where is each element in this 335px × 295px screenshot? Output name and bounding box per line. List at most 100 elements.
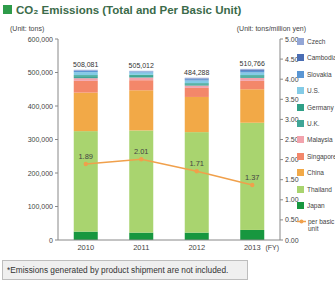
bar-segment <box>129 73 153 75</box>
y-tick <box>55 72 58 73</box>
legend-swatch <box>297 186 304 193</box>
legend-label: Thailand <box>307 186 332 193</box>
y-tick <box>55 139 58 140</box>
bar-segment <box>185 233 209 240</box>
bar-segment <box>240 81 264 89</box>
y2-tick-label: 3.50 <box>285 96 299 103</box>
bar-segment <box>129 71 153 72</box>
bar-segment <box>74 72 98 75</box>
y2-tick <box>280 139 283 140</box>
data-label: 1.71 <box>189 159 204 168</box>
legend-swatch <box>297 120 304 127</box>
bars <box>74 69 265 240</box>
legend-swatch <box>297 71 304 78</box>
data-label: 1.37 <box>245 173 260 182</box>
bar-segment <box>129 70 153 72</box>
bar-segment <box>74 78 98 81</box>
bar-segment <box>74 81 98 93</box>
bar-segment <box>185 81 209 84</box>
bar-segment <box>74 71 98 72</box>
total-label: 484,288 <box>184 69 209 76</box>
legend-item: Japan <box>297 202 335 218</box>
bar-segment <box>129 80 153 90</box>
legend-item: China <box>297 169 335 185</box>
bar-segment <box>240 68 264 70</box>
line-marker <box>84 162 88 166</box>
y2-tick <box>280 179 283 180</box>
line-marker <box>139 157 143 161</box>
legend-label: Germany <box>307 104 334 111</box>
bar-segment <box>74 70 98 71</box>
bar-segment <box>240 71 264 73</box>
y-tick-label: 300,000 <box>28 136 53 143</box>
y2-tick <box>280 39 283 40</box>
y2-tick-label: 0.00 <box>285 237 299 244</box>
total-label: 505,012 <box>129 62 154 69</box>
y-axis-label: (Unit: tons) <box>10 25 44 33</box>
bar-segment <box>240 76 264 78</box>
bar-segment <box>129 90 153 130</box>
bar-segment <box>129 233 153 240</box>
line-labels: 1.892.011.711.37 <box>78 147 259 182</box>
y-tick-label: 500,000 <box>28 69 53 76</box>
y2-tick-label: 1.50 <box>285 176 299 183</box>
bar-segment <box>129 130 153 232</box>
y2-tick <box>280 59 283 60</box>
legend-label: China <box>307 169 324 176</box>
bar-segment <box>240 73 264 76</box>
bar-segment <box>240 70 264 71</box>
x-tick-label: 2012 <box>188 243 205 252</box>
bar-segment <box>240 78 264 81</box>
legend-item: Germany <box>297 104 335 120</box>
legend-label: Malaysia <box>307 136 333 143</box>
bar-segment <box>74 75 98 76</box>
legend-item: U.K. <box>297 120 335 136</box>
bar-segment <box>240 75 264 76</box>
legend-label: Czech <box>307 38 325 45</box>
y-tick-label: 400,000 <box>28 103 53 110</box>
legend-swatch <box>297 38 304 45</box>
y-tick <box>55 106 58 107</box>
legend-label: Slovakia <box>307 71 332 78</box>
legend-swatch <box>297 87 304 94</box>
y-tick <box>55 240 58 241</box>
legend-item: Czech <box>297 38 335 54</box>
total-label: 510,766 <box>240 60 265 67</box>
legend-swatch <box>297 202 304 209</box>
y2-tick <box>280 199 283 200</box>
y2-tick <box>280 79 283 80</box>
legend-swatch <box>297 54 304 61</box>
y2-tick <box>280 119 283 120</box>
legend-item: per basic unit <box>297 218 335 234</box>
x-axis-line <box>58 240 280 241</box>
bar-segment <box>185 78 209 80</box>
legend-label: Singapore <box>307 153 335 160</box>
legend-label: U.S. <box>307 87 320 94</box>
y-tick-label: 100,000 <box>28 203 53 210</box>
bar-segment <box>240 123 264 230</box>
bar-segment <box>185 132 209 233</box>
line-marker <box>250 183 254 187</box>
legend-swatch <box>297 169 304 176</box>
bar-segment <box>129 71 153 72</box>
x-tick-label: 2010 <box>77 243 94 252</box>
title: CO₂ Emissions (Total and Per Basic Unit) <box>16 4 242 16</box>
footnote: *Emissions generated by product shipment… <box>2 260 248 280</box>
data-label: 1.89 <box>78 152 93 161</box>
y2-tick <box>280 240 283 241</box>
bar-segment <box>74 232 98 240</box>
legend-swatch <box>297 136 304 143</box>
legend-item: Malaysia <box>297 136 335 152</box>
bar-segment <box>74 70 98 71</box>
x-tick-label: 2011 <box>133 243 149 252</box>
legend-swatch <box>297 218 306 225</box>
legend-label: per basic unit <box>308 218 335 232</box>
bar-segment <box>129 76 153 78</box>
bar-segment <box>240 89 264 123</box>
y-tick <box>55 173 58 174</box>
y-tick <box>55 206 58 207</box>
line-marker <box>195 169 199 173</box>
legend-item: Singapore <box>297 153 335 169</box>
x-axis-label: (FY) <box>265 244 279 252</box>
bar-segment <box>74 93 98 132</box>
